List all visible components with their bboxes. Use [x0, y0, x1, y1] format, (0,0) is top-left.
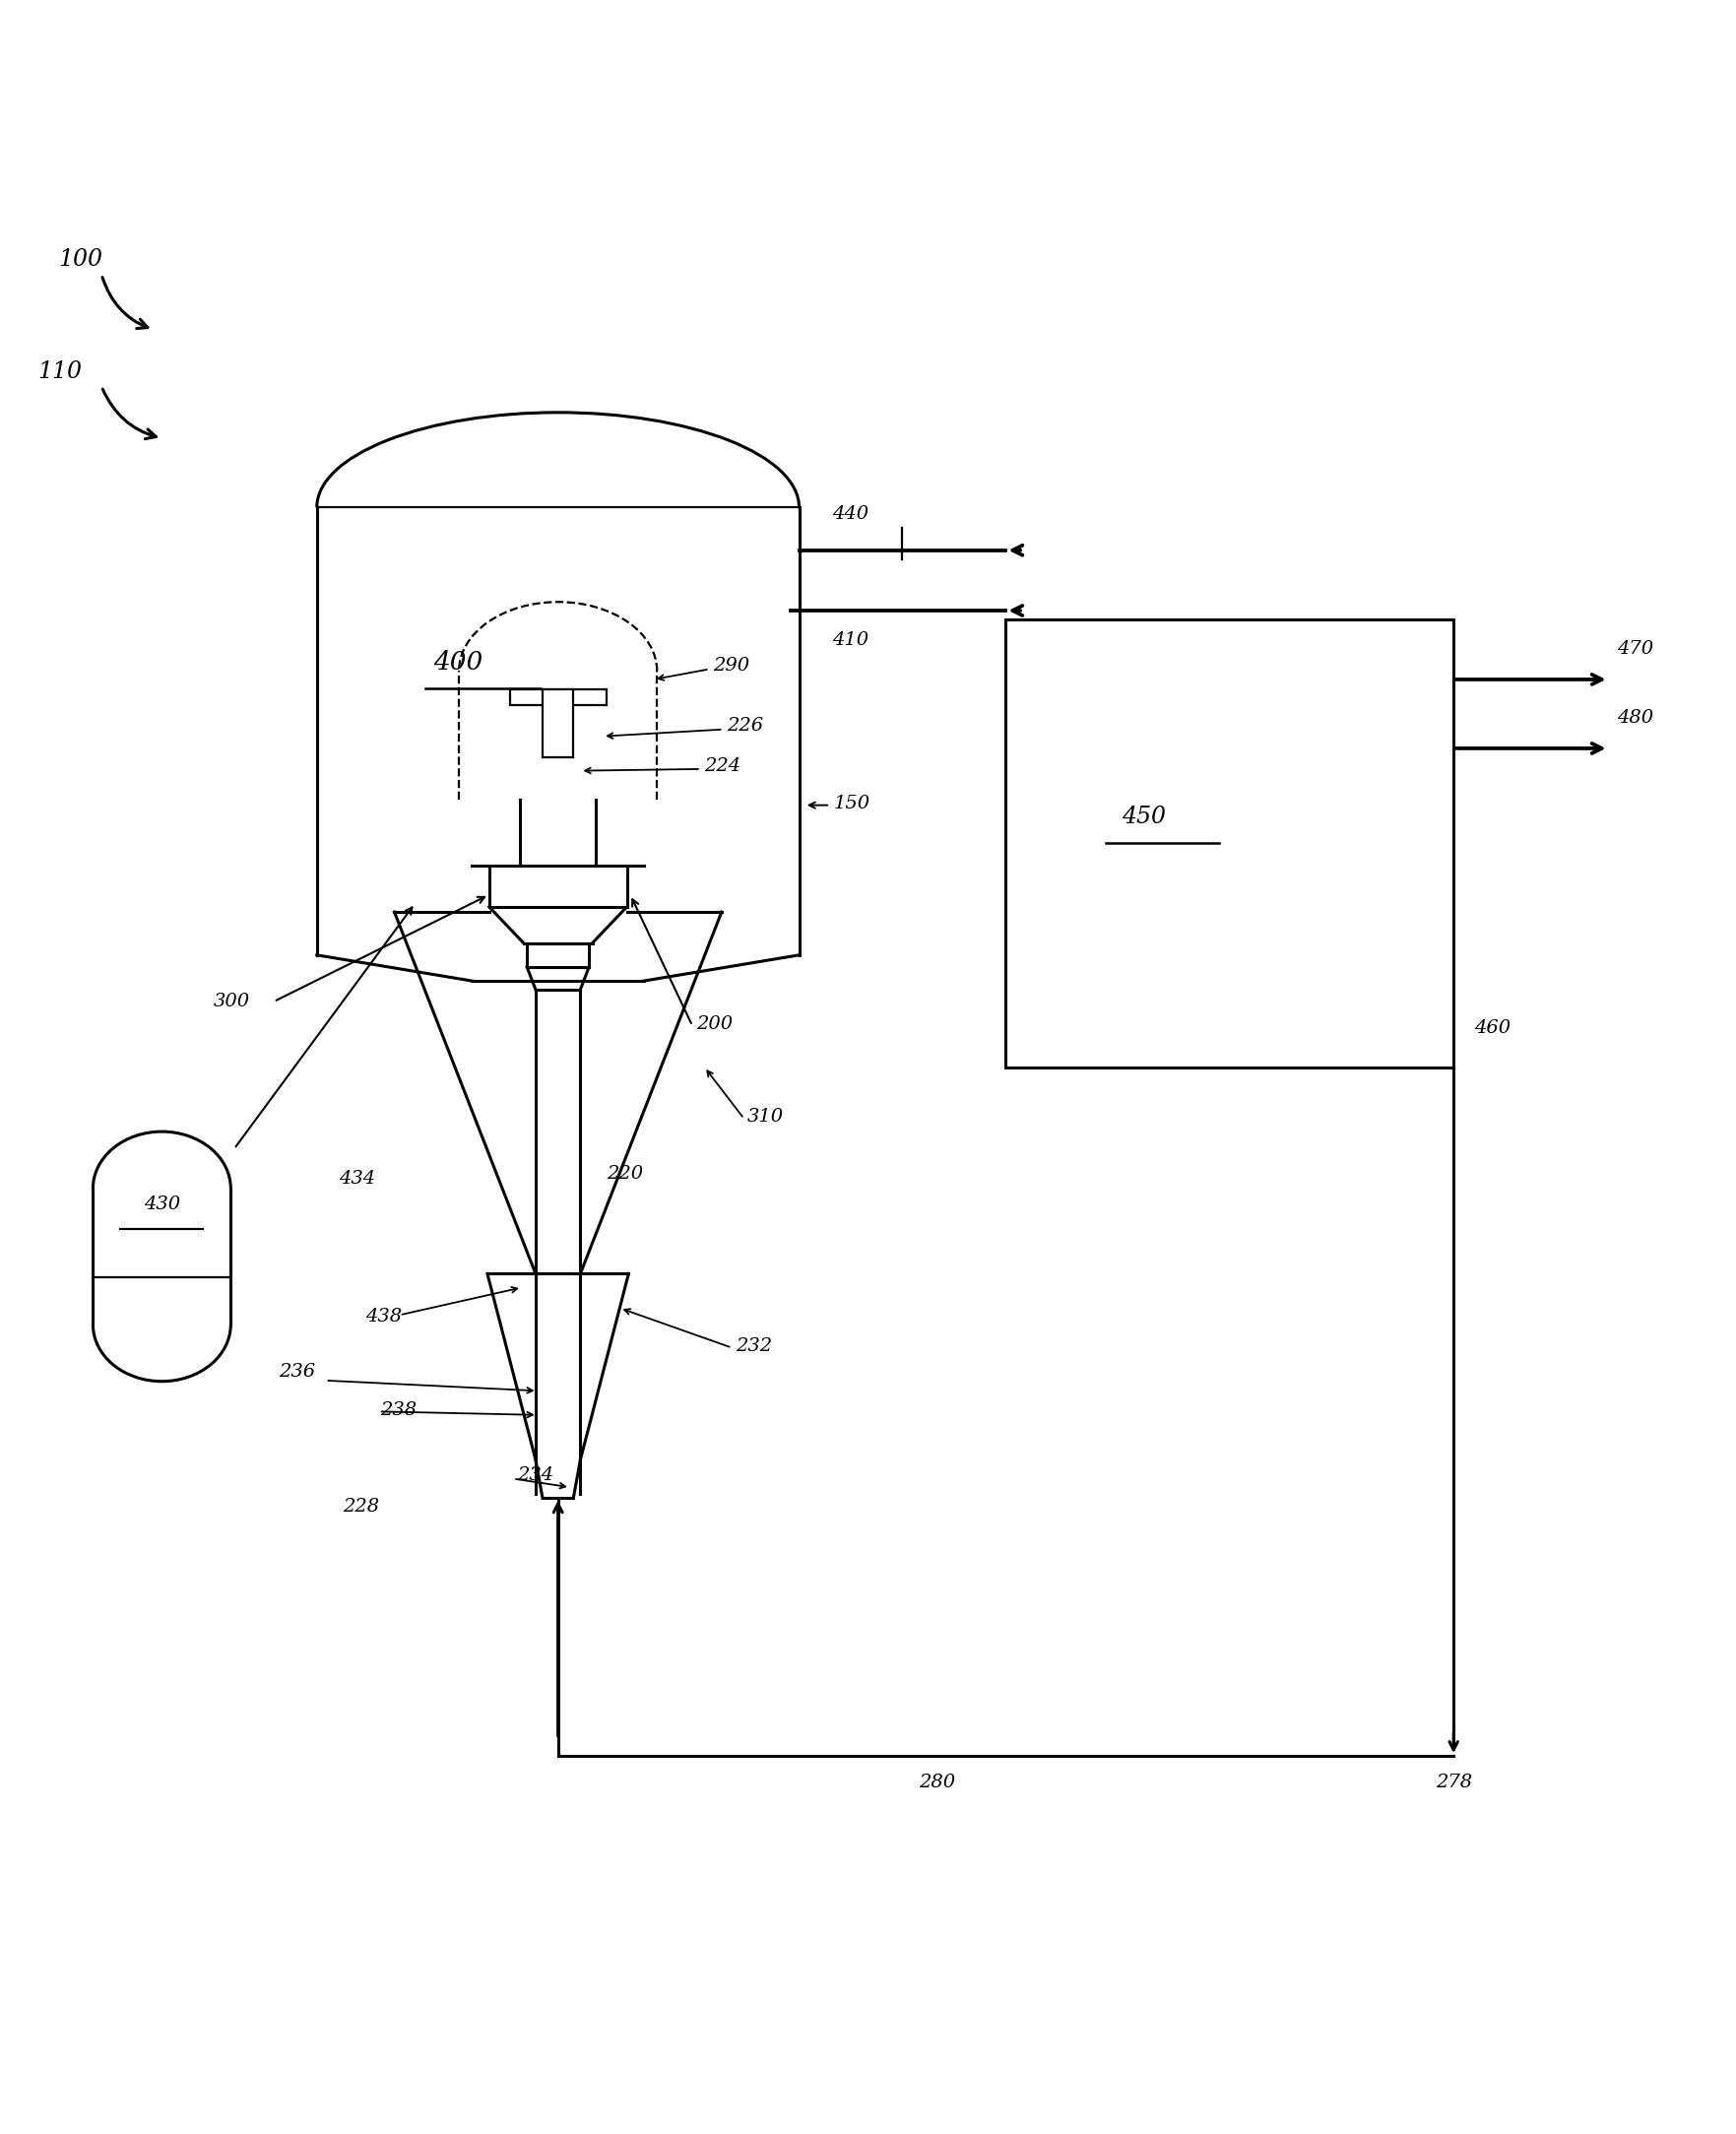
- Text: 470: 470: [1618, 640, 1654, 657]
- Bar: [490, 866, 627, 907]
- Text: 310: 310: [748, 1108, 785, 1127]
- Text: 150: 150: [833, 794, 870, 813]
- Text: 236: 236: [279, 1364, 316, 1381]
- Text: 238: 238: [380, 1402, 417, 1419]
- Bar: [1005, 619, 1453, 1067]
- Text: 224: 224: [705, 758, 741, 775]
- Text: 410: 410: [833, 632, 870, 649]
- Text: 430: 430: [144, 1195, 181, 1214]
- Text: 438: 438: [365, 1308, 401, 1325]
- Text: 460: 460: [1474, 1018, 1510, 1037]
- Text: 234: 234: [517, 1466, 554, 1485]
- Text: 232: 232: [736, 1338, 773, 1355]
- Text: 220: 220: [606, 1165, 642, 1182]
- Text: 434: 434: [339, 1169, 375, 1189]
- Text: 440: 440: [833, 506, 870, 523]
- Text: 226: 226: [727, 717, 764, 734]
- Text: 100: 100: [59, 248, 102, 271]
- Text: 300: 300: [214, 992, 250, 1012]
- Text: 400: 400: [434, 651, 483, 674]
- Text: 200: 200: [696, 1016, 733, 1033]
- Text: 290: 290: [713, 657, 750, 674]
- Bar: [528, 943, 589, 967]
- Text: 228: 228: [342, 1498, 378, 1515]
- Bar: [510, 689, 606, 704]
- Text: 480: 480: [1618, 708, 1654, 726]
- Text: 110: 110: [38, 361, 82, 382]
- Text: 280: 280: [918, 1773, 955, 1790]
- Bar: [542, 689, 573, 758]
- Text: 450: 450: [1121, 807, 1167, 828]
- Text: 278: 278: [1436, 1773, 1472, 1790]
